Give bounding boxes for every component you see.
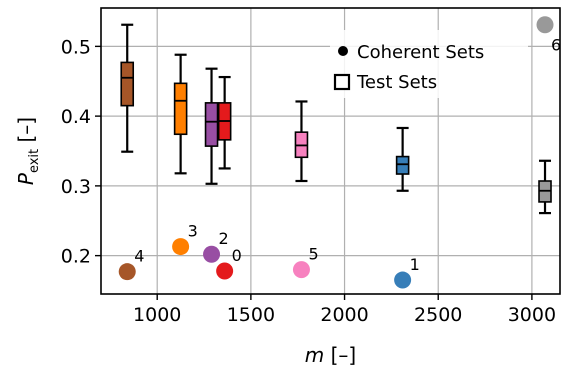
coherent-set-point [172, 238, 190, 256]
x-tick-label: 2500 [414, 304, 462, 326]
y-tick-label: 0.5 [61, 36, 91, 58]
boxplot-box [120, 61, 135, 107]
x-tick-label: 1000 [133, 304, 181, 326]
test-set-boxplot [395, 126, 410, 192]
coherent-set-point [536, 16, 554, 34]
point-label: 0 [232, 246, 242, 265]
x-tick-label: 1500 [227, 304, 275, 326]
point-label: 2 [219, 229, 229, 248]
boxplot-box [395, 155, 410, 175]
x-axis-label: m [–] [305, 343, 356, 367]
x-tick-label: 2000 [320, 304, 368, 326]
coherent-set-point [216, 262, 234, 280]
y-axis-label-subscript: exit [27, 149, 42, 173]
y-axis-label: Pexit [–] [14, 117, 42, 185]
legend-label-coherent-sets: Coherent Sets [357, 42, 484, 63]
boxplot-box [204, 102, 219, 147]
legend: Coherent Sets Test Sets [330, 30, 528, 98]
point-label: 6 [551, 36, 561, 55]
legend-open-square-marker [333, 73, 351, 91]
y-axis-label-unit: [–] [14, 117, 38, 149]
point-label: 3 [188, 222, 198, 241]
legend-label-test-sets: Test Sets [356, 72, 437, 93]
y-axis-label-symbol: P [14, 172, 38, 185]
test-set-boxplot [173, 53, 188, 175]
x-tick-label: 3000 [508, 304, 556, 326]
test-set-boxplot [120, 23, 135, 153]
coherent-set-point [203, 245, 221, 263]
x-axis-label-unit: [–] [324, 343, 356, 367]
test-set-boxplot [204, 67, 219, 185]
point-label: 1 [410, 255, 420, 274]
boxplot-box [173, 82, 188, 136]
test-set-boxplot [217, 75, 232, 170]
y-tick-label: 0.4 [61, 106, 91, 128]
test-set-boxplots [120, 23, 552, 215]
test-set-boxplot [538, 159, 552, 215]
point-label: 5 [308, 245, 318, 264]
y-tick-label: 0.3 [61, 176, 91, 198]
coherent-set-point [394, 271, 412, 289]
point-label: 4 [134, 247, 144, 266]
plot-frame [100, 7, 561, 295]
legend-filled-circle-marker [338, 46, 348, 56]
coherent-set-points: 4 3 20 5 1 6 [118, 16, 561, 289]
test-set-boxplot [294, 100, 309, 183]
axis-ticks: 1000 1500 2000 2500 3000 0.2 0.3 0.4 0.5 [61, 36, 556, 326]
y-tick-label: 0.2 [61, 246, 91, 268]
coherent-set-point [118, 263, 136, 281]
coherent-set-point [292, 261, 310, 279]
x-axis-label-symbol: m [305, 343, 324, 367]
legend-background [330, 30, 528, 98]
